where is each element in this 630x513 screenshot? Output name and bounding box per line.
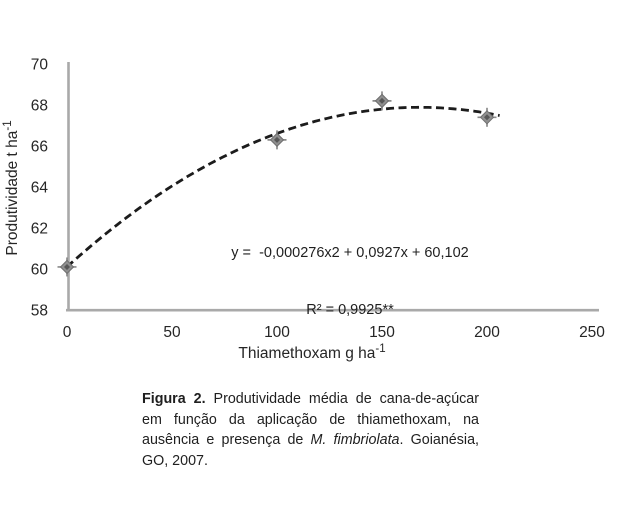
x-axis-title: Thiamethoxam g ha-1 xyxy=(238,343,385,362)
data-point-core xyxy=(274,136,280,143)
x-tick-label: 100 xyxy=(264,324,290,341)
y-axis-title: Produtividade t ha-1 xyxy=(2,120,21,255)
data-point-core xyxy=(64,263,70,270)
r-squared-line: R² = 0,9925** xyxy=(306,302,394,318)
caption-text-2: . Goianésia, GO, 2007. xyxy=(142,432,479,469)
figure-caption: Figura 2. Produtividade média de cana-de… xyxy=(142,389,479,471)
y-tick-label: 70 xyxy=(31,57,49,74)
y-tick-label: 68 xyxy=(31,98,48,115)
x-tick-label: 0 xyxy=(63,324,72,341)
data-point-core xyxy=(379,97,385,104)
y-tick-label: 66 xyxy=(31,139,48,156)
y-tick-label: 58 xyxy=(31,303,48,320)
x-tick-label: 250 xyxy=(579,324,605,341)
y-tick-label: 62 xyxy=(31,221,48,238)
trendline-equation: y = -0,000276x2 + 0,0927x + 60,102 R² = … xyxy=(225,206,475,358)
data-point-core xyxy=(484,114,490,121)
x-tick-label: 200 xyxy=(474,324,500,341)
chart-area: 58 60 62 64 66 68 70 0 50 100 150 200 250 Thiamethoxa… xyxy=(2,57,605,363)
trendline-path xyxy=(66,105,500,268)
caption-label: Figura 2. xyxy=(142,391,206,407)
caption-species-name: M. fimbriolata xyxy=(310,432,400,449)
x-tick-label: 150 xyxy=(369,324,395,341)
scatter-chart-canvas: 58 60 62 64 66 68 70 0 50 100 150 200 250 Thiamethoxa… xyxy=(2,57,605,363)
equation-line: y = -0,000276x2 + 0,0927x + 60,102 xyxy=(231,245,469,261)
y-tick-label: 64 xyxy=(31,180,49,197)
y-tick-label: 60 xyxy=(31,262,49,279)
caption-text-1: Produtividade média de cana-de-açúcar em… xyxy=(142,391,480,449)
x-tick-label: 50 xyxy=(163,324,181,341)
